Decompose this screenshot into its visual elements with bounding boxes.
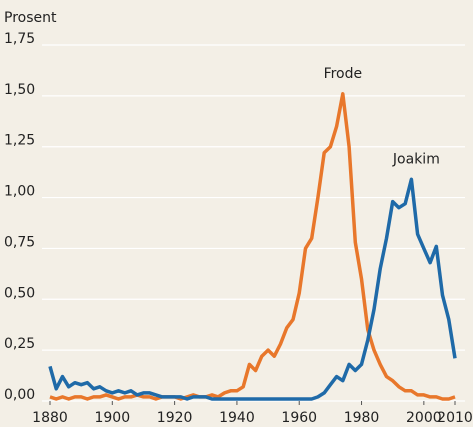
y-tick-label: 0,50 [4,285,35,301]
y-tick-label: 1,50 [4,82,35,98]
x-tick-label: 1980 [344,410,380,426]
x-tick-label: 1880 [32,410,68,426]
x-tick-label: 2010 [437,410,473,426]
y-tick-label: 0,75 [4,234,35,250]
y-axis-label: Prosent [4,10,57,26]
series-label: Frode [324,66,363,82]
y-tick-label: 0,00 [4,387,35,403]
y-tick-label: 1,00 [4,184,35,200]
y-tick-label: 0,25 [4,336,35,352]
x-tick-label: 1940 [219,410,255,426]
y-tick-label: 1,25 [4,133,35,149]
x-tick-label: 1900 [94,410,130,426]
series-label: Joakim [392,151,440,167]
y-tick-label: 1,75 [4,31,35,47]
x-tick-label: 1960 [281,410,317,426]
x-tick-label: 2000 [406,410,442,426]
x-tick-label: 1920 [157,410,193,426]
line [48,177,457,401]
line [49,92,456,401]
